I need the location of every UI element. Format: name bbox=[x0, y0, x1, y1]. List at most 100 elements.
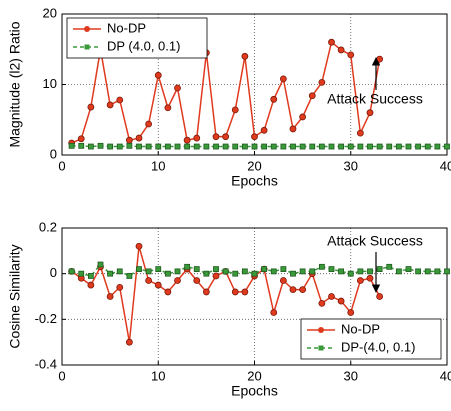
point bbox=[213, 143, 219, 150]
point bbox=[444, 143, 450, 150]
point bbox=[68, 268, 75, 275]
point bbox=[347, 270, 354, 277]
point bbox=[356, 277, 364, 284]
point bbox=[328, 266, 335, 273]
point bbox=[405, 143, 412, 150]
point bbox=[366, 274, 374, 282]
point bbox=[289, 125, 297, 133]
point bbox=[212, 272, 220, 280]
point bbox=[174, 277, 181, 284]
point bbox=[270, 143, 277, 150]
point bbox=[290, 143, 296, 150]
point bbox=[366, 109, 374, 117]
point bbox=[376, 266, 383, 273]
point bbox=[415, 143, 422, 150]
x-tick-label: 30 bbox=[344, 368, 358, 383]
point bbox=[424, 143, 431, 150]
point bbox=[116, 96, 124, 104]
x-tick-label: 10 bbox=[151, 368, 165, 383]
point bbox=[203, 143, 210, 150]
point bbox=[193, 143, 200, 150]
point bbox=[376, 143, 383, 150]
series-line bbox=[71, 263, 447, 277]
point bbox=[164, 104, 172, 112]
point bbox=[145, 268, 152, 275]
point bbox=[290, 270, 296, 277]
point bbox=[356, 129, 364, 137]
point bbox=[251, 270, 258, 277]
point bbox=[376, 293, 384, 300]
point bbox=[309, 268, 316, 275]
point bbox=[270, 268, 277, 275]
point bbox=[97, 261, 104, 268]
annotation: Attack Success bbox=[327, 91, 423, 107]
point bbox=[308, 92, 316, 100]
point bbox=[116, 143, 123, 150]
point bbox=[222, 143, 229, 150]
point bbox=[77, 135, 85, 143]
point bbox=[337, 297, 345, 305]
point bbox=[136, 143, 142, 150]
point bbox=[415, 268, 422, 275]
point bbox=[174, 268, 181, 275]
point bbox=[338, 268, 345, 275]
point bbox=[106, 293, 114, 300]
point bbox=[193, 134, 201, 142]
point bbox=[231, 288, 239, 296]
legend-label: DP-(4.0, 0.1) bbox=[341, 339, 415, 354]
point bbox=[184, 143, 191, 150]
point bbox=[405, 266, 412, 273]
y-tick-label: 0 bbox=[50, 265, 57, 280]
x-axis-label: Epochs bbox=[231, 383, 278, 399]
annotation: Attack Success bbox=[327, 233, 423, 249]
y-axis-label: Cosine Similarity bbox=[7, 244, 23, 348]
point bbox=[87, 281, 95, 289]
legend-marker bbox=[84, 44, 90, 50]
point bbox=[289, 286, 297, 294]
point bbox=[318, 299, 326, 307]
legend-marker bbox=[318, 345, 324, 351]
legend-label: No-DP bbox=[341, 321, 380, 336]
point bbox=[107, 143, 114, 150]
x-tick-label: 20 bbox=[247, 368, 261, 383]
point bbox=[328, 293, 335, 300]
point bbox=[193, 266, 200, 273]
point bbox=[367, 268, 373, 275]
point bbox=[164, 270, 171, 277]
point bbox=[241, 143, 248, 150]
legend-marker bbox=[318, 327, 324, 333]
point bbox=[126, 273, 133, 279]
legend-box bbox=[66, 17, 208, 59]
point bbox=[155, 266, 162, 273]
point bbox=[145, 143, 152, 150]
point bbox=[395, 268, 402, 275]
point bbox=[116, 268, 123, 275]
x-tick-label: 20 bbox=[247, 158, 261, 173]
point bbox=[337, 46, 345, 54]
point bbox=[202, 288, 210, 296]
point bbox=[347, 309, 355, 316]
point bbox=[251, 133, 258, 141]
point bbox=[107, 270, 114, 277]
point bbox=[299, 113, 307, 121]
point bbox=[318, 263, 325, 270]
point bbox=[155, 143, 162, 150]
point bbox=[434, 143, 441, 150]
point bbox=[386, 143, 393, 150]
legend-label: DP (4.0, 0.1) bbox=[107, 38, 180, 53]
point bbox=[145, 120, 153, 128]
point bbox=[328, 38, 335, 46]
point bbox=[68, 142, 75, 149]
point bbox=[174, 143, 181, 150]
point bbox=[338, 143, 345, 150]
point bbox=[280, 143, 287, 150]
legend-label: No-DP bbox=[107, 20, 146, 35]
point bbox=[241, 52, 249, 60]
point bbox=[87, 143, 94, 150]
point bbox=[154, 281, 162, 289]
point bbox=[145, 277, 153, 284]
point bbox=[87, 103, 95, 111]
point bbox=[299, 143, 306, 150]
point bbox=[251, 143, 258, 150]
